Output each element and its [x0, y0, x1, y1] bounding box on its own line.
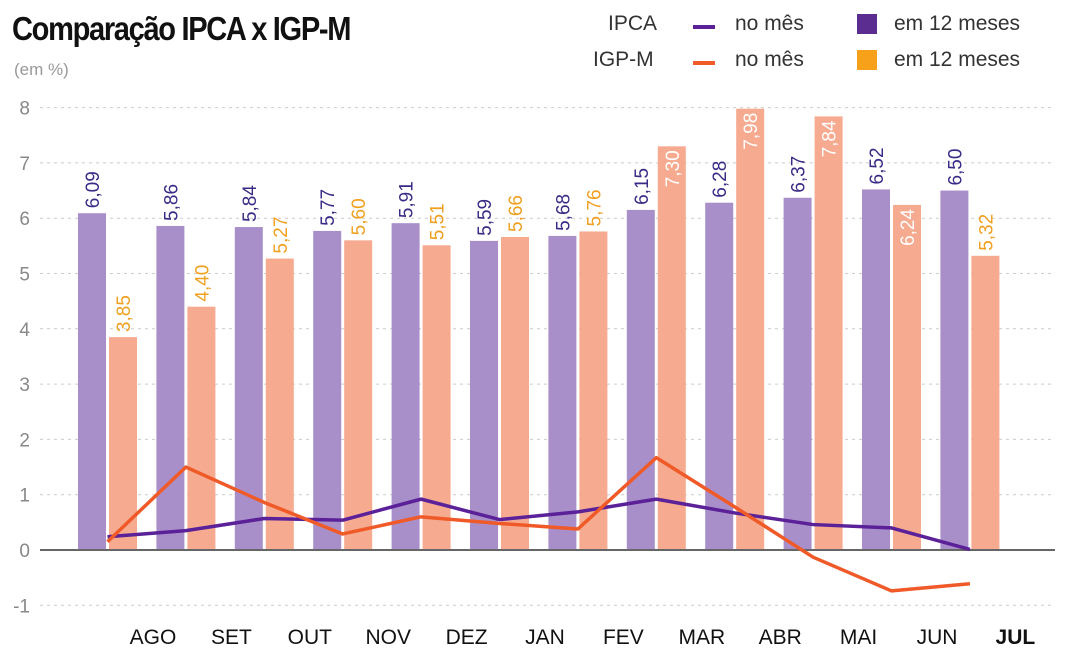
ipca-12m-data-label: 5,59 [475, 199, 496, 236]
igpm-12m-bar [187, 306, 216, 550]
y-tick-label: 1 [19, 486, 30, 507]
ipca-12m-data-label: 6,28 [710, 161, 731, 198]
x-tick-label: AGO [130, 626, 177, 649]
igpm-12m-bar [893, 204, 921, 551]
y-tick-label: 6 [19, 209, 30, 230]
ipca-12m-data-label: 5,84 [240, 185, 261, 222]
chart-title: Comparação IPCA x IGP-M [12, 10, 351, 47]
ipca-12m-data-label: 5,86 [161, 184, 182, 221]
igpm-12m-bar [736, 108, 765, 551]
igpm-12m-bar [501, 237, 529, 550]
x-tick-label: ABR [759, 626, 802, 649]
x-tick-label: DEZ [446, 626, 488, 649]
legend-igpm-monthly: no mês [735, 48, 804, 71]
igpm-12m-bar [657, 146, 686, 550]
ipca-12m-data-label: 6,09 [83, 171, 104, 208]
ipca-12m-bar [156, 225, 185, 550]
chart-subtitle: (em %) [14, 60, 69, 79]
legend-igpm-yearly: em 12 meses [894, 48, 1021, 71]
igpm-12m-bar [344, 240, 373, 550]
x-tick-label: FEV [603, 626, 644, 649]
ipca-12m-data-label: 5,77 [318, 189, 339, 226]
x-tick-label: NOV [365, 626, 411, 649]
ipca-12m-bar [470, 240, 498, 551]
y-tick-label: -1 [13, 596, 30, 617]
legend-igpm-label: IGP-M [593, 48, 654, 71]
igpm-12m-data-label: 5,60 [349, 198, 370, 235]
ipca-12m-data-label: 6,50 [945, 149, 966, 186]
igpm-12m-bar [971, 255, 1000, 550]
ipca-12m-data-label: 6,52 [867, 147, 888, 184]
y-tick-label: 7 [19, 154, 30, 175]
igpm-12m-data-label: 5,32 [976, 214, 997, 251]
igpm-12m-data-label: 4,40 [192, 265, 213, 302]
igpm-12m-data-label: 5,76 [584, 189, 605, 226]
legend-ipca-line-swatch [693, 25, 715, 29]
x-tick-label: JAN [525, 626, 565, 649]
igpm-12m-data-label: 7,84 [820, 120, 841, 157]
ipca-12m-bar [940, 190, 969, 551]
igpm-12m-data-label: 7,98 [741, 113, 762, 150]
legend-igpm-square [857, 50, 877, 70]
ipca-12m-data-label: 5,68 [553, 194, 574, 231]
igpm-12m-data-label: 5,51 [428, 203, 449, 240]
legend-igpm-line-swatch [693, 61, 715, 65]
igpm-12m-bar [814, 116, 843, 550]
y-tick-label: 5 [19, 265, 30, 286]
ipca-monthly-line [107, 497, 971, 552]
legend-ipca-yearly: em 12 meses [894, 12, 1021, 35]
igpm-12m-bar [109, 337, 137, 550]
x-tick-label: MAR [678, 626, 725, 649]
x-tick-label: JUL [996, 626, 1036, 649]
y-tick-label: 8 [19, 99, 30, 120]
igpm-12m-data-label: 5,27 [271, 217, 292, 254]
igpm-12m-data-label: 6,24 [898, 208, 919, 245]
x-tick-label: SET [211, 626, 252, 649]
y-tick-label: 2 [19, 430, 30, 451]
igpm-12m-bar [265, 258, 294, 550]
igpm-12m-data-label: 5,66 [506, 195, 527, 232]
igpm-12m-bar [579, 231, 608, 551]
legend-ipca-monthly: no mês [735, 12, 804, 35]
y-tick-label: 4 [19, 320, 30, 341]
igpm-12m-data-label: 7,30 [663, 150, 684, 187]
ipca-12m-bar [78, 213, 106, 550]
y-tick-label: 0 [19, 541, 30, 562]
x-tick-label: JUN [917, 626, 958, 649]
ipca-12m-bar [548, 235, 577, 550]
x-tick-label: OUT [288, 626, 333, 649]
x-tick-label: MAI [840, 626, 877, 649]
ipca-12m-bar [626, 209, 655, 550]
y-tick-label: 3 [19, 375, 30, 396]
ipca-12m-data-label: 5,91 [397, 181, 418, 218]
ipca-12m-bar [391, 223, 420, 550]
legend-ipca-square [857, 14, 877, 34]
ipca-12m-bar [313, 230, 342, 550]
ipca-12m-data-label: 6,37 [789, 156, 810, 193]
ipca-12m-data-label: 6,15 [632, 168, 653, 205]
legend-ipca-label: IPCA [608, 12, 658, 35]
igpm-monthly-line [106, 455, 971, 593]
ipca-12m-bar [783, 197, 812, 550]
ipca-12m-bar [862, 189, 890, 550]
igpm-12m-data-label: 3,85 [114, 295, 135, 332]
